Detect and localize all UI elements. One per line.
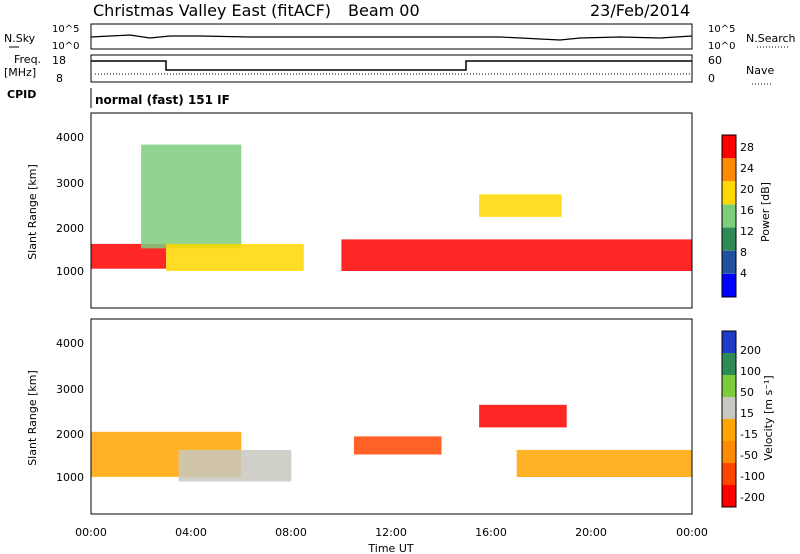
- nave-tick-bottom: 0: [708, 72, 715, 85]
- velocity-colorbar-ticks: 200 100 50 15 -15 -50 -100 -200: [740, 344, 765, 504]
- freq-tick-bottom: 8: [56, 72, 63, 85]
- x-tick: 00:00: [676, 526, 708, 539]
- velocity-y-axis: 1000 2000 3000 4000: [56, 337, 84, 484]
- velocity-ytick: 3000: [56, 383, 84, 396]
- date-label: 23/Feb/2014: [590, 1, 690, 20]
- colorbar-swatch: [722, 135, 736, 159]
- x-tick: 04:00: [175, 526, 207, 539]
- freq-tick-top: 18: [52, 54, 66, 67]
- velocity-cbar-tick: -200: [740, 491, 765, 504]
- velocity-colorbar: [721, 330, 737, 508]
- cpid-label: CPID: [7, 88, 36, 101]
- freq-panel: [90, 54, 693, 83]
- echo-band-4: [516, 449, 692, 477]
- colorbar-swatch: [722, 353, 736, 375]
- power-panel: [90, 112, 693, 309]
- echo-band-2: [353, 436, 442, 455]
- velocity-cbar-tick: -50: [740, 449, 758, 462]
- power-colorbar: [721, 134, 737, 298]
- nsky-tick-top: 10^5: [52, 24, 79, 35]
- power-colorbar-label: Power [dB]: [759, 182, 772, 242]
- echo-band-4: [479, 194, 562, 217]
- colorbar-swatch: [722, 331, 736, 353]
- power-cbar-tick: 12: [740, 225, 754, 238]
- velocity-cbar-tick: 100: [740, 365, 761, 378]
- colorbar-frame: [721, 134, 737, 298]
- colorbar-swatch: [722, 419, 736, 441]
- velocity-cbar-tick: 200: [740, 344, 761, 357]
- velocity-ytick: 2000: [56, 428, 84, 441]
- nsky-line: [90, 34, 693, 41]
- colorbar-frame: [721, 330, 737, 508]
- colorbar-swatch: [722, 250, 736, 274]
- velocity-panel: [90, 318, 693, 515]
- power-ylabel: Slant Range [km]: [26, 164, 39, 260]
- title: Christmas Valley East (fitACF): [93, 1, 331, 20]
- velocity-cbar-tick: 15: [740, 407, 754, 420]
- velocity-ylabel: Slant Range [km]: [26, 370, 39, 466]
- colorbar-swatch: [722, 158, 736, 182]
- cpid-text: normal (fast) 151 IF: [95, 93, 230, 107]
- colorbar-swatch: [722, 375, 736, 397]
- power-ytick: 4000: [56, 131, 84, 144]
- power-cbar-tick: 20: [740, 183, 754, 196]
- velocity-cbar-tick: 50: [740, 386, 754, 399]
- x-tick: 12:00: [375, 526, 407, 539]
- colorbar-swatch: [722, 441, 736, 463]
- nave-tick-top: 60: [708, 54, 722, 67]
- freq-unit: [MHz]: [4, 66, 36, 79]
- velocity-ytick: 4000: [56, 337, 84, 350]
- nsky-label: N.Sky: [4, 32, 36, 45]
- power-ytick: 2000: [56, 222, 84, 235]
- power-cbar-tick: 4: [740, 267, 747, 280]
- velocity-cbar-tick: -15: [740, 428, 758, 441]
- echo-band-3: [341, 239, 692, 271]
- power-cbar-tick: 16: [740, 204, 754, 217]
- power-cbar-tick: 28: [740, 141, 754, 154]
- time-axis: 00:00 04:00 08:00 12:00 16:00 20:00 00:0…: [75, 526, 708, 539]
- nsearch-tick-top: 10^5: [708, 24, 735, 35]
- power-echoes: [91, 144, 692, 271]
- colorbar-swatch: [722, 463, 736, 485]
- colorbar-swatch: [722, 397, 736, 419]
- velocity-echoes: [91, 404, 692, 482]
- power-ytick: 3000: [56, 177, 84, 190]
- beam-label: Beam 00: [348, 1, 420, 20]
- x-tick: 00:00: [75, 526, 107, 539]
- x-tick: 20:00: [575, 526, 607, 539]
- x-tick: 16:00: [475, 526, 507, 539]
- colorbar-swatch: [722, 485, 736, 507]
- colorbar-swatch: [722, 273, 736, 297]
- power-ytick: 1000: [56, 265, 84, 278]
- nave-label: Nave: [746, 64, 774, 77]
- power-cbar-tick: 8: [740, 246, 747, 259]
- velocity-colorbar-label: Velocity [m s⁻¹]: [762, 375, 775, 460]
- freq-label: Freq.: [14, 53, 41, 66]
- velocity-cbar-tick: -100: [740, 470, 765, 483]
- colorbar-swatch: [722, 181, 736, 205]
- freq-line: [91, 60, 692, 71]
- echo-band-3: [479, 404, 567, 428]
- nsearch-label: N.Search: [746, 32, 796, 45]
- power-cbar-tick: 24: [740, 162, 754, 175]
- velocity-ytick: 1000: [56, 471, 84, 484]
- nsky-tick-bottom: 10^0: [52, 41, 79, 52]
- colorbar-swatch: [722, 227, 736, 251]
- echo-band-1: [178, 449, 292, 482]
- echo-band-2: [166, 243, 304, 271]
- colorbar-swatch: [722, 204, 736, 228]
- echo-band-1: [141, 144, 242, 249]
- x-axis-label: Time UT: [367, 542, 413, 554]
- x-tick: 08:00: [275, 526, 307, 539]
- nsearch-tick-bottom: 10^0: [708, 41, 735, 52]
- power-colorbar-ticks: 28 24 20 16 12 8 4: [740, 141, 754, 280]
- power-y-axis: 1000 2000 3000 4000: [56, 131, 84, 278]
